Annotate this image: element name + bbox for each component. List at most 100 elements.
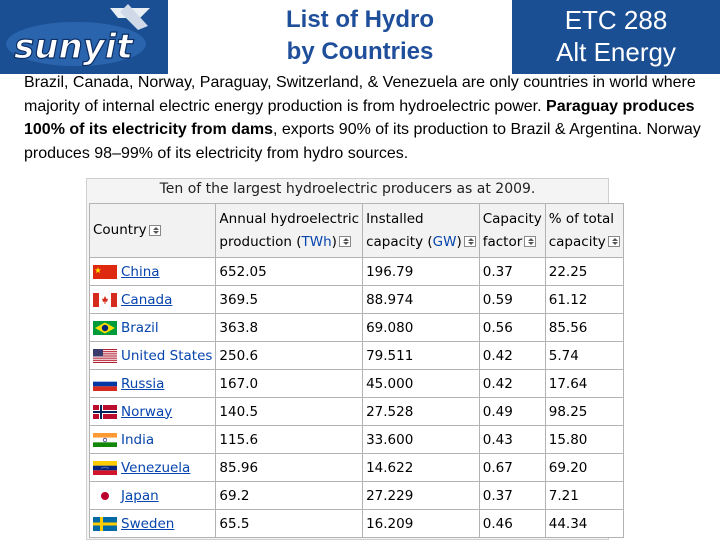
sort-icon[interactable] [148,224,161,236]
cell-capacity: 88.974 [362,285,480,314]
cell-country: Japan [88,481,217,510]
cell-share: 7.21 [544,481,624,510]
country-link[interactable]: Venezuela [121,459,191,476]
cell-country: Brazil [88,313,217,342]
header-capacity: Installed capacity (GW) [362,203,480,258]
country-link[interactable]: Brazil [121,319,159,336]
sort-icon[interactable] [524,236,537,247]
cell-share: 5.74 [544,341,624,370]
country-link[interactable]: Russia [121,375,165,392]
sunyit-logo-graphic: sunyit [6,4,150,68]
cell-factor: 0.46 [478,509,546,538]
sweden-flag-icon [93,516,117,531]
cell-production: 140.5 [215,397,364,426]
india-flag-icon [93,432,117,447]
hydro-table-image: Ten of the largest hydroelectric produce… [86,178,624,540]
usa-flag-icon [93,348,117,363]
header-production: Annual hydroelectric production (TWh) [215,203,364,258]
table-header-row: Country Annual hydroelectric production … [88,203,624,258]
page-title: List of Hydro by Countries [262,4,458,68]
cell-capacity: 33.600 [362,425,480,454]
country-link[interactable]: India [121,431,155,448]
table-row: Canada 369.5 88.974 0.59 61.12 [88,285,624,314]
course-badge: ETC 288 Alt Energy [512,0,720,74]
cell-production: 250.6 [215,341,364,370]
cell-share: 98.25 [544,397,624,426]
cell-production: 363.8 [215,313,364,342]
course-name: Alt Energy [556,37,676,67]
table-row: United States 250.6 79.511 0.42 5.74 [88,341,624,370]
cell-production: 115.6 [215,425,364,454]
cell-factor: 0.37 [478,481,546,510]
table-row: Norway 140.5 27.528 0.49 98.25 [88,397,624,426]
cell-factor: 0.67 [478,453,546,482]
sort-icon[interactable] [463,236,476,247]
cell-country: India [88,425,217,454]
table-row: Sweden 65.5 16.209 0.46 44.34 [88,509,624,538]
venezuela-flag-icon [93,460,117,475]
japan-flag-icon [93,488,117,503]
cell-production: 167.0 [215,369,364,398]
cell-production: 65.5 [215,509,364,538]
cell-capacity: 16.209 [362,509,480,538]
intro-highlight: Paraguay produces 100% of its electricit… [24,97,695,139]
norway-flag-icon [93,404,117,419]
cell-share: 15.80 [544,425,624,454]
country-link[interactable]: United States [121,347,213,364]
country-link[interactable]: Canada [121,291,173,308]
canada-flag-icon [93,292,117,307]
cell-production: 69.2 [215,481,364,510]
cell-share: 85.56 [544,313,624,342]
country-link[interactable]: Japan [121,487,159,504]
header-country: Country [88,203,217,258]
table-caption: Ten of the largest hydroelectric produce… [159,181,536,197]
cell-capacity: 45.000 [362,369,480,398]
cell-share: 69.20 [544,453,624,482]
country-link[interactable]: Norway [121,403,173,420]
table-row: Japan 69.2 27.229 0.37 7.21 [88,481,624,510]
cell-country: Venezuela [88,453,217,482]
cell-production: 85.96 [215,453,364,482]
table-row: China 652.05 196.79 0.37 22.25 [88,257,624,286]
table-row: Russia 167.0 45.000 0.42 17.64 [88,369,624,398]
title-line-1: List of Hydro [286,6,434,33]
cell-factor: 0.43 [478,425,546,454]
cell-country: Canada [88,285,217,314]
brazil-flag-icon [93,320,117,335]
hydro-producers-table: Country Annual hydroelectric production … [88,203,624,538]
course-code: ETC 288 [564,5,668,35]
cell-factor: 0.42 [478,341,546,370]
cell-country: Norway [88,397,217,426]
logo-text: sunyit [14,27,134,67]
cell-capacity: 27.528 [362,397,480,426]
country-link[interactable]: Sweden [121,515,175,532]
sort-icon[interactable] [607,236,620,247]
table-row: India 115.6 33.600 0.43 15.80 [88,425,624,454]
china-flag-icon [93,264,117,279]
country-link[interactable]: China [121,263,160,280]
intro-sentence-2: , exports 90% of its production to Brazi… [24,121,701,162]
cell-factor: 0.49 [478,397,546,426]
header-factor: Capacity factor [478,203,546,258]
sunyit-logo: sunyit [0,0,168,74]
cell-share: 17.64 [544,369,624,398]
header-share: % of total capacity [544,203,624,258]
cell-country: United States [88,341,217,370]
table-row: Brazil 363.8 69.080 0.56 85.56 [88,313,624,342]
cell-capacity: 14.622 [362,453,480,482]
cell-factor: 0.56 [478,313,546,342]
intro-paragraph: Brazil, Canada, Norway, Paraguay, Switze… [24,71,716,165]
cell-share: 22.25 [544,257,624,286]
cell-country: Russia [88,369,217,398]
cell-capacity: 69.080 [362,313,480,342]
cell-share: 44.34 [544,509,624,538]
gw-link[interactable]: GW [432,233,457,250]
twh-link[interactable]: TWh [301,233,332,250]
cell-factor: 0.37 [478,257,546,286]
russia-flag-icon [93,376,117,391]
table-row: Venezuela 85.96 14.622 0.67 69.20 [88,453,624,482]
cell-capacity: 79.511 [362,341,480,370]
cell-country: China [88,257,217,286]
cell-share: 61.12 [544,285,624,314]
sort-icon[interactable] [338,236,351,247]
